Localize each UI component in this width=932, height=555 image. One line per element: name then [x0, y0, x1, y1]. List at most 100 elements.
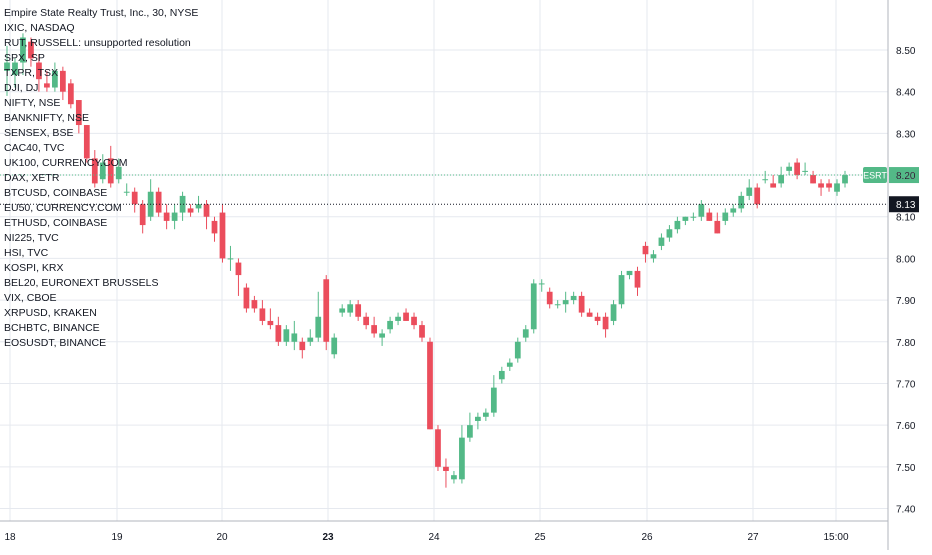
legend-symbol[interactable]: XRPUSD, KRAKEN — [4, 307, 97, 319]
candle-body — [706, 212, 713, 221]
candle-body — [770, 183, 777, 188]
candle-body — [634, 270, 641, 288]
legend-symbol[interactable]: ETHUSD, COINBASE — [4, 217, 108, 229]
candle-body — [283, 329, 290, 342]
legend-symbol[interactable]: EU50, CURRENCY.COM — [4, 202, 122, 214]
candle-body — [538, 283, 545, 285]
candle-body — [251, 300, 258, 309]
x-tick-label: 27 — [747, 532, 759, 543]
candle-body — [530, 283, 537, 330]
candle-body — [355, 304, 362, 317]
candle-body — [570, 295, 577, 301]
legend-symbol[interactable]: EOSUSDT, BINANCE — [4, 337, 107, 349]
candle-body — [387, 320, 393, 330]
legend-symbol[interactable]: DAX, XETR — [4, 172, 60, 184]
candle-body — [299, 341, 306, 351]
chart-title: Empire State Realty Trust, Inc., 30, NYS… — [4, 7, 199, 19]
legend-symbol[interactable]: TXPR, TSX — [4, 67, 59, 79]
y-tick-label: 8.40 — [896, 88, 916, 99]
legend-symbol[interactable]: IXIC, NASDAQ — [4, 22, 75, 34]
legend-symbol[interactable]: BANKNIFTY, NSE — [4, 112, 89, 124]
y-tick-label: 7.60 — [896, 421, 916, 432]
candle-body — [754, 187, 761, 205]
y-tick-label: 7.90 — [896, 296, 916, 307]
candle-body — [475, 416, 481, 421]
candle-body — [642, 245, 649, 255]
candle-body — [243, 287, 250, 309]
legend-symbol[interactable]: UK100, CURRENCY.COM — [4, 157, 128, 169]
candle-body — [99, 162, 106, 180]
legend-symbol[interactable]: BEL20, EURONEXT BRUSSELS — [4, 277, 159, 289]
legend-symbol[interactable]: RUT, RUSSELL: unsupported resolution — [4, 37, 191, 49]
symbol-tag-label: ESRT — [863, 171, 887, 181]
candle-body — [395, 316, 401, 321]
candle-body — [554, 304, 561, 306]
candle-body — [682, 216, 689, 221]
candle-body — [203, 204, 210, 217]
legend-symbol[interactable]: BTCUSD, COINBASE — [4, 187, 108, 199]
y-tick-label: 8.20 — [896, 171, 916, 182]
y-tick-label: 8.00 — [896, 254, 916, 265]
candle-body — [714, 220, 721, 234]
x-tick-label: 18 — [4, 532, 16, 543]
candle-body — [658, 237, 665, 246]
y-tick-label: 7.80 — [896, 338, 916, 349]
y-tick-label: 7.70 — [896, 379, 916, 390]
legend-symbol[interactable]: VIX, CBOE — [4, 292, 57, 304]
legend-symbol[interactable]: SPX, SP — [4, 52, 45, 64]
candle-body — [482, 412, 489, 417]
candle-body — [618, 275, 625, 305]
candle-body — [291, 333, 298, 342]
candle-body — [546, 291, 553, 305]
candle-body — [227, 258, 234, 260]
candle-body — [443, 466, 449, 471]
candle-body — [578, 295, 585, 313]
price-level-lines: ESRT 8.20 8.13 — [0, 167, 919, 213]
candle-body — [36, 62, 42, 80]
compare-symbol-list: IXIC, NASDAQ RUT, RUSSELL: unsupported re… — [4, 21, 198, 351]
legend-symbol[interactable]: HSI, TVC — [4, 247, 49, 259]
legend-symbol[interactable]: DJI, DJ — [4, 82, 39, 94]
x-tick-label: 19 — [111, 532, 123, 543]
candle-body — [331, 337, 338, 355]
legend-symbol[interactable]: BCHBTC, BINANCE — [4, 322, 100, 334]
candle-body — [44, 83, 50, 88]
candle-body — [91, 158, 98, 184]
y-tick-label: 7.50 — [896, 463, 916, 474]
candle-body — [12, 62, 18, 76]
candle-body — [506, 362, 513, 367]
legend-symbol[interactable]: CAC40, TVC — [4, 142, 65, 154]
candle-body — [435, 429, 441, 467]
candle-body — [722, 212, 729, 221]
candle-body — [195, 204, 202, 209]
candle-body — [490, 387, 497, 413]
candle-body — [522, 329, 529, 338]
candle-body — [219, 212, 226, 259]
candle-body — [411, 316, 417, 326]
candle-body — [834, 183, 840, 192]
candle-body — [83, 125, 90, 159]
legend-symbol[interactable]: KOSPI, KRX — [4, 262, 64, 274]
last-price-tag — [889, 167, 919, 184]
legend-symbol[interactable]: NI225, TVC — [4, 232, 59, 244]
candle-body — [690, 216, 697, 218]
candle-body — [59, 70, 66, 92]
candle-body — [594, 316, 601, 321]
candle-body — [187, 208, 194, 213]
candle-body — [363, 316, 370, 326]
legend-symbol[interactable]: NIFTY, NSE — [4, 97, 61, 109]
candle-body — [75, 100, 82, 126]
candle-body — [131, 191, 138, 205]
candle-body — [171, 212, 178, 221]
candle-body — [602, 316, 609, 330]
candle-body — [778, 175, 785, 184]
candle-body — [818, 183, 824, 188]
candle-body — [235, 262, 242, 276]
x-tick-label: 23 — [322, 532, 334, 543]
legend-symbol[interactable]: SENSEX, BSE — [4, 127, 74, 139]
candle-body — [347, 304, 354, 313]
candle-body — [307, 337, 314, 342]
prev-close-label: 8.13 — [896, 200, 916, 211]
